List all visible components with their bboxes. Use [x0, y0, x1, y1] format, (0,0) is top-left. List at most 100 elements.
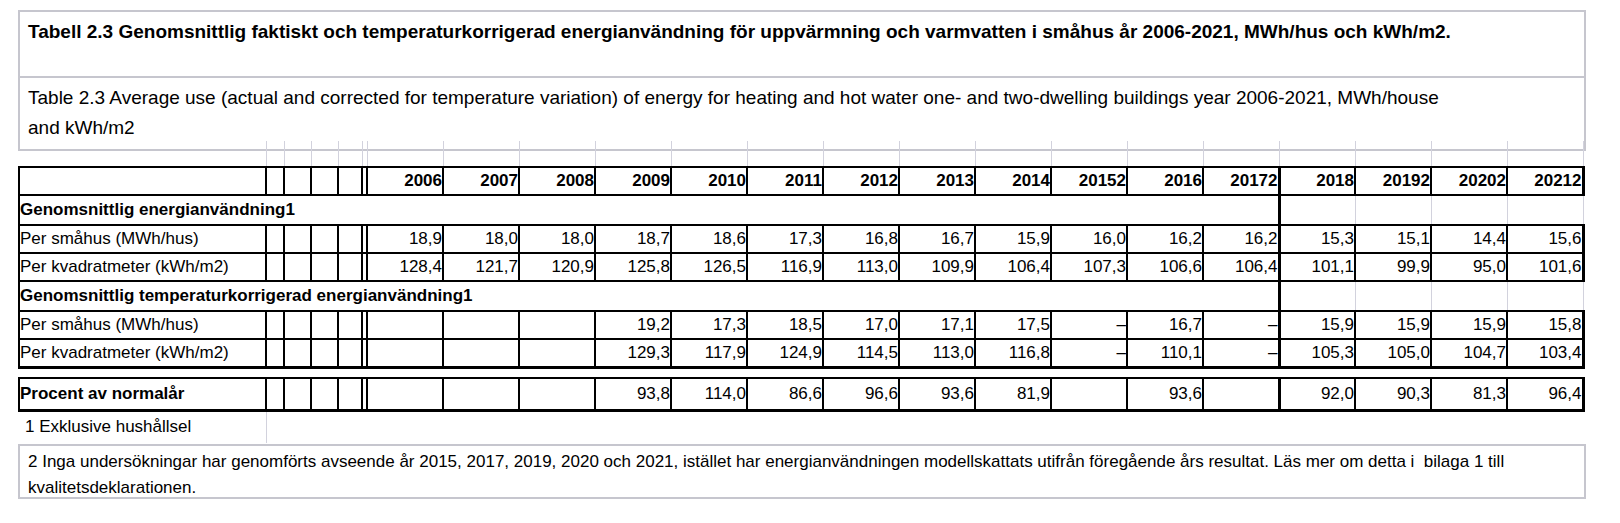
grid-cell: [266, 141, 284, 167]
corner-cell: [19, 167, 266, 195]
value-cell: [443, 311, 519, 339]
grid-cell: [1051, 411, 1127, 443]
narrow-cell: [311, 225, 338, 253]
table-row: Per småhus (MWh/hus) 18,918,018,018,718,…: [19, 225, 1583, 253]
value-cell: 95,0: [1431, 253, 1507, 281]
value-cell: 16,7: [1127, 311, 1203, 339]
value-cell: 121,7: [443, 253, 519, 281]
grid-cell: [899, 411, 975, 443]
spacer-row: [19, 367, 1583, 378]
grid-cell: [975, 411, 1051, 443]
grid-cell: [975, 141, 1051, 167]
footnote-1: 1 Exklusive hushållsel: [19, 411, 266, 443]
year-header-cell: 20212: [1507, 167, 1583, 195]
value-cell: 96,4: [1507, 378, 1583, 411]
value-cell: 15,1: [1355, 225, 1431, 253]
value-cell: [367, 339, 443, 367]
grid-cell: [1431, 411, 1507, 443]
grid-cell: [1355, 411, 1431, 443]
year-header-cell: 2014: [975, 167, 1051, 195]
value-cell: 99,9: [1355, 253, 1431, 281]
value-cell: 104,7: [1431, 339, 1507, 367]
grid-cell: [899, 141, 975, 167]
summary-row: Procent av normalår 93,8114,086,696,693,…: [19, 378, 1583, 411]
value-cell: 106,4: [1203, 253, 1279, 281]
value-cell: 15,6: [1507, 225, 1583, 253]
year-header-cell: 2010: [671, 167, 747, 195]
value-cell: 103,4: [1507, 339, 1583, 367]
year-header-cell: 2018: [1279, 167, 1355, 195]
grid-cell: [671, 411, 747, 443]
year-header-row: 2006200720082009201020112012201320142015…: [19, 167, 1583, 195]
grid-cell: [1431, 195, 1507, 225]
narrow-cell: [284, 311, 311, 339]
narrow-cell: [311, 253, 338, 281]
grid-cell: [595, 411, 671, 443]
grid-cell: [1431, 281, 1507, 311]
value-cell: 16,2: [1127, 225, 1203, 253]
grid-cell: [1507, 411, 1583, 443]
value-cell: 126,5: [671, 253, 747, 281]
year-header-cell: 2009: [595, 167, 671, 195]
value-cell: 116,8: [975, 339, 1051, 367]
narrow-cell: [266, 339, 284, 367]
year-header-cell: 2012: [823, 167, 899, 195]
value-cell: 18,6: [671, 225, 747, 253]
grid-cell: [1507, 195, 1583, 225]
value-cell: 90,3: [1355, 378, 1431, 411]
year-header-cell: 20192: [1355, 167, 1431, 195]
value-cell: 18,9: [367, 225, 443, 253]
grid-cell: [1355, 281, 1431, 311]
narrow-cell: [266, 225, 284, 253]
grid-cell: [311, 141, 338, 167]
narrow-cell: [284, 167, 311, 195]
value-cell: 114,0: [671, 378, 747, 411]
value-cell: 113,0: [899, 339, 975, 367]
grid-cell: [1051, 141, 1127, 167]
year-header-cell: 2013: [899, 167, 975, 195]
value-cell: 124,9: [747, 339, 823, 367]
grid-cell: [1127, 411, 1203, 443]
energy-use-table: 2006200720082009201020112012201320142015…: [18, 141, 1585, 443]
year-header-cell: 2008: [519, 167, 595, 195]
grid-cell: [519, 411, 595, 443]
value-cell: 81,9: [975, 378, 1051, 411]
value-cell: –: [1203, 339, 1279, 367]
value-cell: 15,9: [975, 225, 1051, 253]
year-header-cell: 2011: [747, 167, 823, 195]
value-cell: 93,6: [899, 378, 975, 411]
narrow-cell: [338, 253, 362, 281]
grid-cell: [747, 141, 823, 167]
row-label: Per småhus (MWh/hus): [19, 311, 266, 339]
value-cell: 16,2: [1203, 225, 1279, 253]
section-header-row: Genomsnittlig temperaturkorrigerad energ…: [19, 281, 1583, 311]
narrow-cell: [266, 167, 284, 195]
value-cell: [367, 311, 443, 339]
value-cell: 96,6: [823, 378, 899, 411]
value-cell: 125,8: [595, 253, 671, 281]
grid-cell: [1279, 411, 1355, 443]
value-cell: 18,0: [443, 225, 519, 253]
value-cell: 107,3: [1051, 253, 1127, 281]
value-cell: 16,7: [899, 225, 975, 253]
value-cell: 18,0: [519, 225, 595, 253]
value-cell: 109,9: [899, 253, 975, 281]
value-cell: 117,9: [671, 339, 747, 367]
value-cell: 105,0: [1355, 339, 1431, 367]
value-cell: [443, 378, 519, 411]
grid-cell: [338, 141, 362, 167]
value-cell: 17,3: [671, 311, 747, 339]
narrow-cell: [266, 253, 284, 281]
grid-cell: [519, 141, 595, 167]
value-cell: [367, 378, 443, 411]
value-cell: 128,4: [367, 253, 443, 281]
grid-cell: [823, 411, 899, 443]
narrow-cell: [311, 339, 338, 367]
grid-cell: [747, 411, 823, 443]
grid-cell: [1355, 141, 1431, 167]
grid-cell: [1431, 141, 1507, 167]
grid-cell: [671, 141, 747, 167]
narrow-cell: [338, 311, 362, 339]
grid-cell: [823, 141, 899, 167]
row-label: Per småhus (MWh/hus): [19, 225, 266, 253]
